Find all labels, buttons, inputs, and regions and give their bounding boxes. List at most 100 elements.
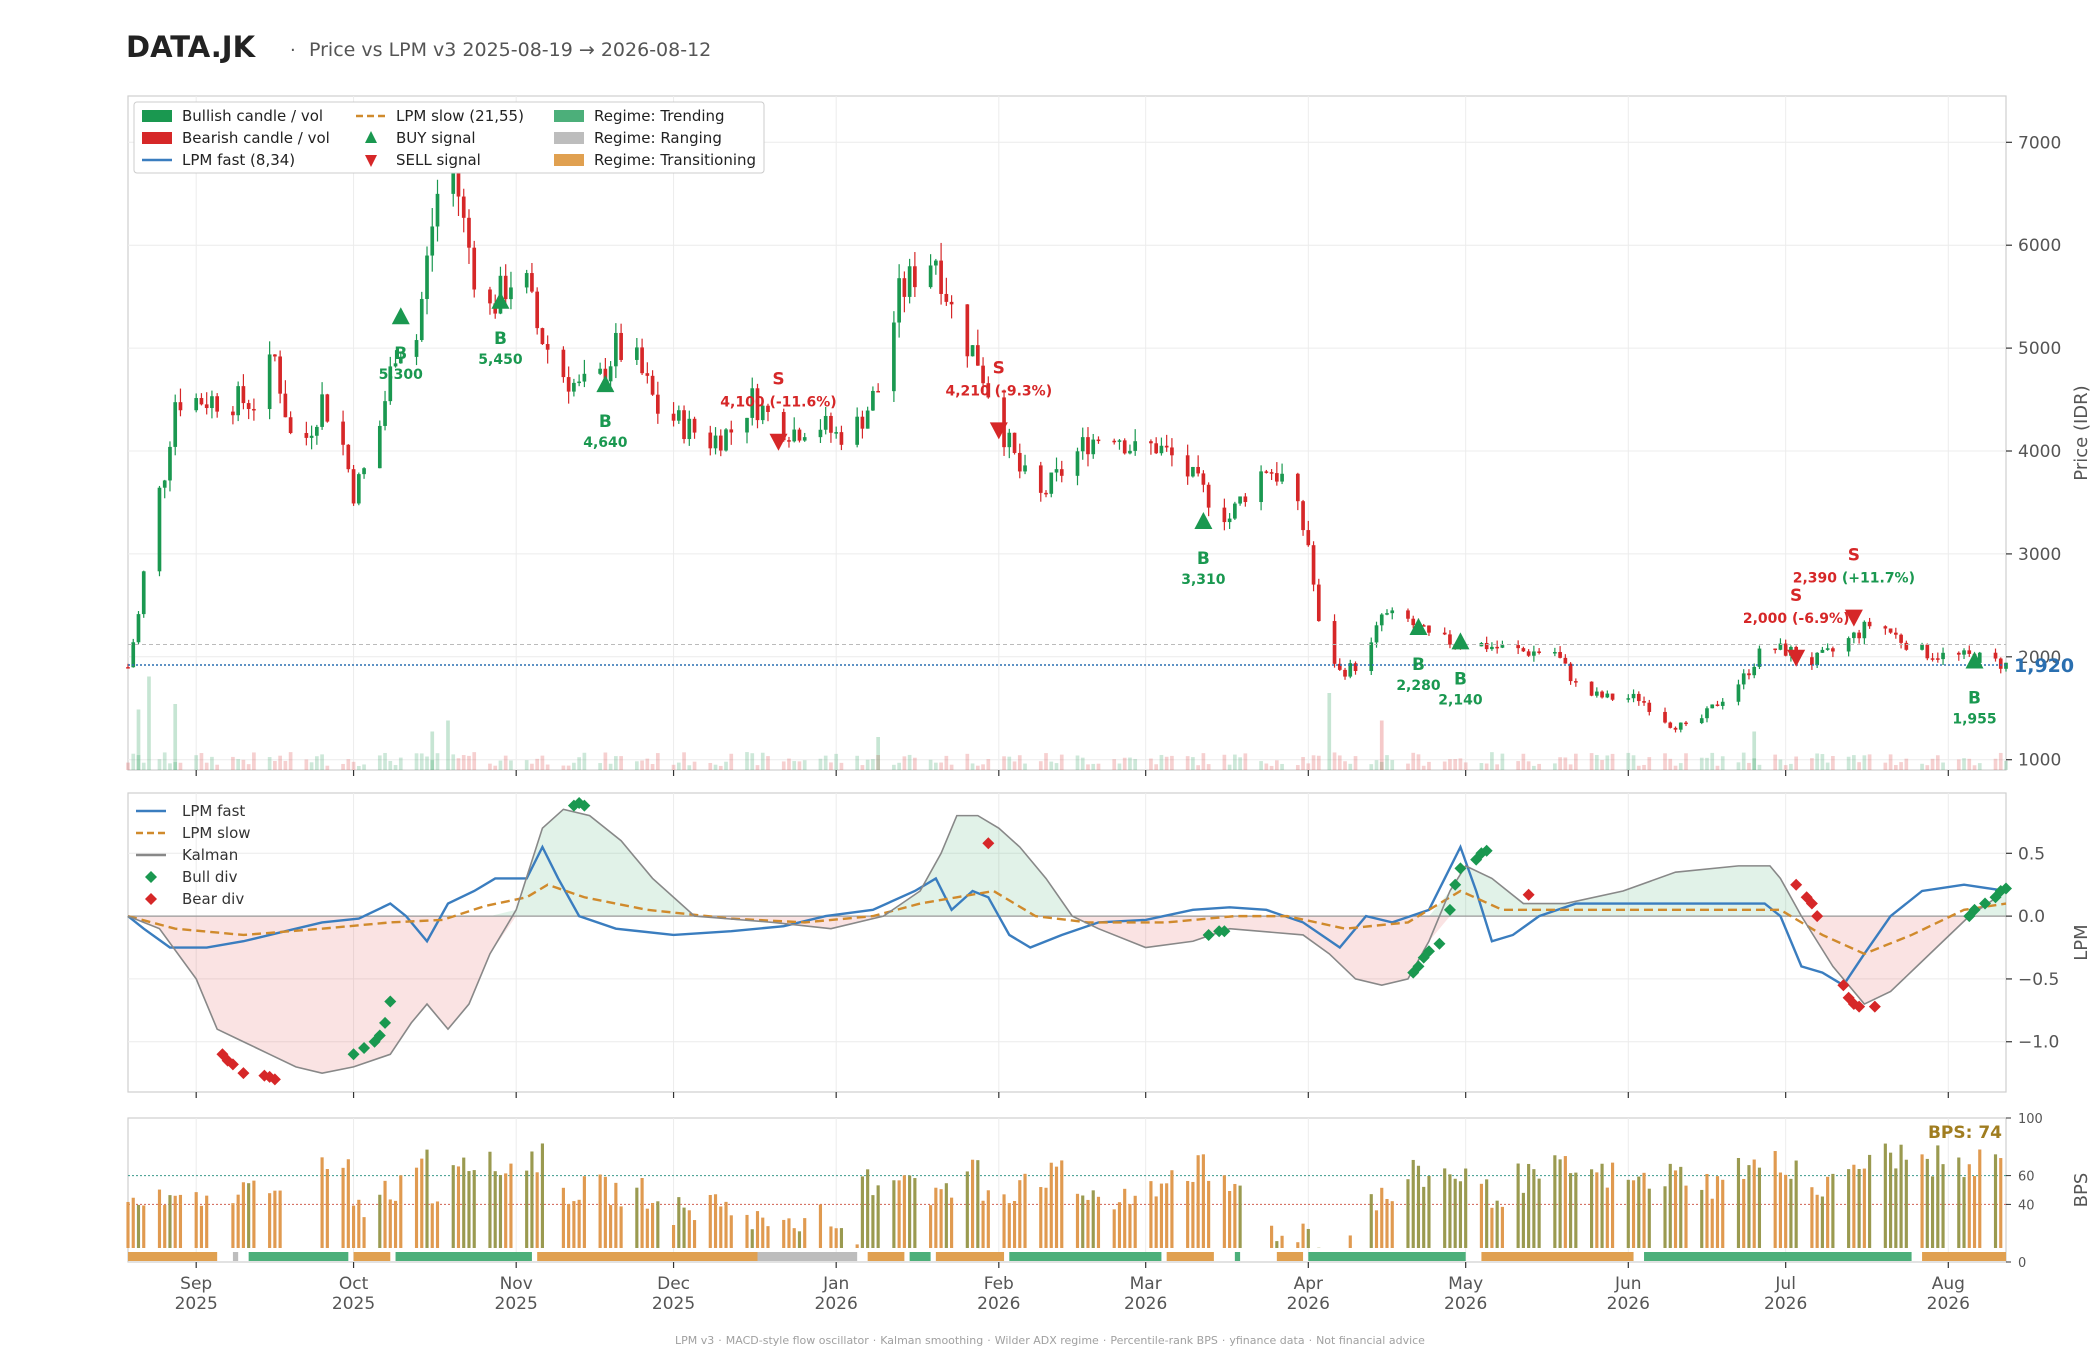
candle-body [288,417,293,434]
volume-bar [1705,757,1709,770]
diamond-icon [145,893,157,905]
volume-bar [1463,762,1468,770]
volume-bar [1668,758,1673,770]
sell-signal-marker [769,433,788,451]
candle-body [1516,645,1520,649]
candle-body [975,345,980,366]
bps-bar [1936,1145,1940,1248]
bull-divergence-marker [1433,937,1446,950]
bps-bar [572,1201,576,1248]
bps-bar [1280,1235,1284,1248]
bps-bar [561,1187,565,1248]
bps-bar [1039,1187,1043,1248]
x-tick-label-month: Sep [180,1274,212,1294]
buy-signal-value: 2,280 [1396,678,1441,694]
candle-body [246,403,251,409]
candle-body [970,345,975,357]
candle-body [1831,648,1835,652]
candle-body [1699,718,1704,724]
bear-divergence-marker [1811,910,1824,923]
bps-bar [755,1211,760,1248]
bull-divergence-marker [1480,844,1493,857]
lpm-y-tick-label: 0.5 [2018,844,2045,864]
lpm-y-tick-label: −0.5 [2018,970,2059,990]
volume-bar [635,761,639,770]
volume-bar [1038,761,1043,770]
volume-bar [1327,693,1332,770]
volume-bar [1133,758,1138,770]
candle-body [1532,651,1536,656]
sell-signal-return: (-9.3%) [995,383,1052,399]
bull-divergence-marker [578,799,591,812]
legend-swatch [142,110,172,122]
candle-body [1353,663,1358,672]
candle-body [1206,484,1211,508]
bps-bar [687,1210,691,1248]
bps-y-tick-label: 60 [2018,1170,2035,1185]
volume-bar [802,760,807,770]
candle-body [425,255,429,299]
bps-bar [1411,1159,1415,1248]
volume-bar [1888,754,1893,770]
bps-bar [1196,1155,1200,1248]
volume-bar [1563,757,1568,770]
candle-body [1705,708,1709,719]
volume-bar [540,755,545,770]
bps-bar [1112,1209,1116,1248]
candle-body [1594,691,1599,696]
volume-bar [414,753,419,770]
candle-body [398,356,403,364]
candle-body [781,411,786,441]
volume-bar [126,762,130,770]
x-tick-label-month: Apr [1294,1274,1323,1294]
bull-divergence-marker [1412,960,1425,973]
candle-body [304,433,309,438]
footer-credits: LPM v3 · MACD-style flow oscillator · Kalman… [0,1334,2100,1347]
bps-bar [1595,1172,1599,1248]
candle-body [1080,437,1085,452]
candle-body [865,410,870,429]
bps-bar [493,1171,497,1248]
candle-body [1752,666,1757,676]
volume-bar [383,752,387,770]
candle-body [823,415,828,430]
x-tick-label-month: Aug [1932,1274,1965,1294]
candle-body [787,440,791,442]
candle-body [1191,466,1195,477]
bear-divergence-marker [237,1067,250,1080]
volume-bar [1930,758,1935,770]
candle-body [1227,518,1232,523]
bps-bar [1207,1180,1211,1248]
volume-bar [1259,761,1263,770]
candle-body [1846,638,1851,652]
bps-bar [362,1217,366,1248]
candle-body [1736,684,1741,702]
bps-bar [1075,1193,1080,1248]
x-tick-label-year: 2026 [1764,1294,1807,1314]
regime-band-trending [1644,1252,1912,1261]
candle-body [1647,702,1652,712]
volume-bar [1112,759,1117,770]
volume-bar [246,764,251,770]
volume-bar [1379,720,1384,770]
volume-bar [545,764,550,770]
candle-body [1904,642,1909,650]
bps-bar [876,1185,880,1248]
candle-body [1668,722,1673,728]
bps-bar [1684,1185,1688,1248]
candle-body [194,398,199,411]
volume-bar [724,761,728,770]
candle-body [986,383,991,398]
candle-body [928,265,933,288]
candle-body [1316,584,1321,622]
bps-bar [677,1197,681,1248]
candle-body [1343,669,1347,677]
volume-bar [829,762,833,770]
volume-bar [603,752,608,770]
x-tick-label-year: 2026 [1124,1294,1167,1314]
volume-bar [173,704,178,770]
sell-signal-value: 2,000 (-6.9%) [1743,611,1850,627]
volume-bar [1684,753,1688,770]
candle-body [540,328,545,345]
sell-signal-price: 2,390 [1793,571,1842,587]
